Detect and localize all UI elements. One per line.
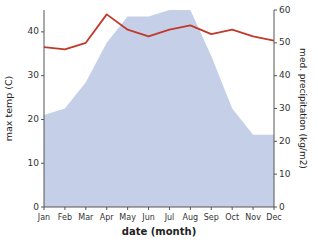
x-tick-label: May: [119, 213, 136, 222]
y-tick-label: 0: [33, 202, 39, 212]
x-tick: [64, 207, 65, 210]
chart: 0 10 20 30 40 0 10 20 30 40 50 60 Jan Feb Mar Apr May Jun…: [0, 0, 318, 243]
y2-tick: [274, 174, 277, 175]
x-tick-label: Aug: [183, 213, 199, 222]
y2-axis-title: med. precipitation (kg/m2): [298, 48, 308, 169]
y2-tick: [274, 141, 277, 142]
y2-tick: [274, 75, 277, 76]
y-tick-label: 30: [28, 70, 40, 80]
x-tick-label: Apr: [100, 213, 115, 222]
x-axis-title: date (month): [122, 226, 196, 237]
x-tick-label: Mar: [78, 213, 94, 222]
y-tick-label: 40: [28, 26, 40, 36]
x-tick: [127, 207, 128, 210]
y-tick: [41, 163, 44, 164]
y2-tick-label: 60: [279, 5, 291, 15]
y-tick: [41, 31, 44, 32]
x-tick: [148, 207, 149, 210]
x-tick-label: Nov: [245, 213, 261, 222]
x-tick-label: Dec: [266, 213, 281, 222]
x-axis-line: [44, 207, 274, 208]
x-tick: [190, 207, 191, 210]
y2-tick-label: 0: [279, 202, 285, 212]
x-tick-label: Sep: [204, 213, 219, 222]
x-tick-label: Feb: [58, 213, 72, 222]
x-tick: [106, 207, 107, 210]
y-axis-title: max temp (C): [3, 76, 14, 142]
y2-tick-label: 20: [279, 136, 291, 146]
y2-tick-label: 40: [279, 70, 291, 80]
x-tick: [232, 207, 233, 210]
y-tick-label: 10: [28, 158, 40, 168]
y-axis-line: [44, 10, 45, 207]
y-tick: [41, 75, 44, 76]
x-tick: [211, 207, 212, 210]
x-tick-label: Jul: [164, 213, 175, 222]
precipitation-area: [44, 10, 274, 207]
x-tick-label: Oct: [225, 213, 239, 222]
y2-tick: [274, 108, 277, 109]
y-tick: [41, 119, 44, 120]
x-tick: [85, 207, 86, 210]
y2-tick: [274, 10, 277, 11]
plot-area: [44, 10, 274, 207]
y2-tick-label: 50: [279, 37, 291, 47]
x-tick: [253, 207, 254, 210]
x-tick-label: Jun: [141, 213, 155, 222]
y-tick-label: 20: [28, 114, 40, 124]
temperature-line: [44, 14, 274, 49]
y2-tick-label: 10: [279, 169, 291, 179]
x-tick: [274, 207, 275, 210]
x-tick: [44, 207, 45, 210]
x-tick: [169, 207, 170, 210]
y2-tick-label: 30: [279, 103, 291, 113]
x-tick-label: Jan: [37, 213, 50, 222]
y2-tick: [274, 42, 277, 43]
